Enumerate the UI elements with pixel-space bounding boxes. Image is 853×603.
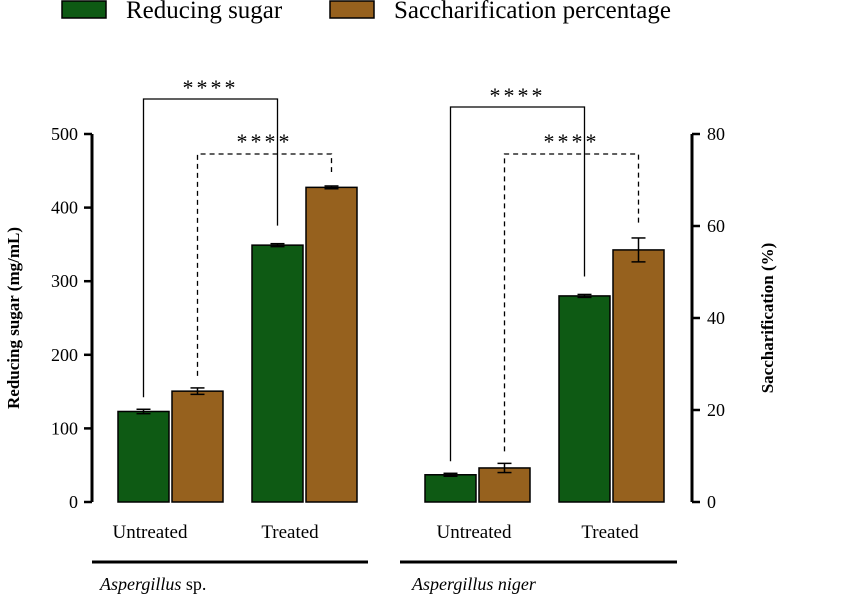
x-tick-label: Untreated <box>113 522 188 543</box>
group-label-italic: Aspergillus <box>99 574 181 594</box>
group-label-rest: sp. <box>181 574 206 594</box>
y-tick-left-label: 200 <box>51 345 78 365</box>
x-axis-labels: Untreated Treated Aspergillus sp. Untreated… <box>92 522 677 594</box>
y-tick-right-label: 20 <box>707 400 725 420</box>
significance-bracket-saccharification <box>503 153 640 452</box>
y-tick-left-label: 100 <box>51 418 78 438</box>
y-tick-right-label: 60 <box>707 216 725 236</box>
y-tick-left-label: 0 <box>69 492 78 512</box>
significance-bracket-saccharification <box>196 153 333 376</box>
legend-label-saccharification: Saccharification percentage <box>394 0 671 24</box>
y-axis-right-title: Saccharification (%) <box>758 243 777 394</box>
significance-stars: **** <box>544 129 600 154</box>
significance-stars: **** <box>490 83 546 108</box>
legend-swatch-saccharification <box>329 0 375 19</box>
x-tick-label: Treated <box>581 522 639 543</box>
bar-saccharification <box>612 249 665 503</box>
bar-reducing-sugar <box>117 410 170 503</box>
significance-bracket-reducing-sugar <box>449 106 586 462</box>
bar-saccharification <box>171 390 224 503</box>
bar-saccharification <box>478 467 531 503</box>
y-tick-left-label: 300 <box>51 271 78 291</box>
legend: Reducing sugar Saccharification percenta… <box>61 0 671 24</box>
significance-brackets: **** **** **** **** <box>142 75 640 462</box>
significance-stars: **** <box>237 129 293 154</box>
y-axis-left-title: Reducing sugar (mg/mL) <box>4 227 23 409</box>
y-tick-right-label: 40 <box>707 308 725 328</box>
significance-stars: **** <box>183 75 239 100</box>
y-tick-right-label: 80 <box>707 124 725 144</box>
error-bars <box>136 185 646 477</box>
axes: 0 100 200 300 400 500 0 20 40 60 80 <box>51 124 725 512</box>
legend-swatch-reducing-sugar <box>61 0 107 19</box>
bar-reducing-sugar <box>251 244 304 503</box>
y-tick-right-label: 0 <box>707 492 716 512</box>
bar-reducing-sugar <box>424 474 477 503</box>
group-label-italic: Aspergillus niger <box>411 574 537 594</box>
group-label: Aspergillus sp. <box>99 574 206 594</box>
bars <box>117 186 665 503</box>
significance-bracket-reducing-sugar <box>142 98 279 398</box>
bar-saccharification <box>305 186 358 503</box>
y-tick-left-label: 400 <box>51 198 78 218</box>
x-tick-label: Treated <box>261 522 319 543</box>
bar-reducing-sugar <box>558 295 611 503</box>
group-label: Aspergillus niger <box>411 574 537 594</box>
x-tick-label: Untreated <box>437 522 512 543</box>
y-tick-left-label: 500 <box>51 124 78 144</box>
legend-label-reducing-sugar: Reducing sugar <box>126 0 283 24</box>
